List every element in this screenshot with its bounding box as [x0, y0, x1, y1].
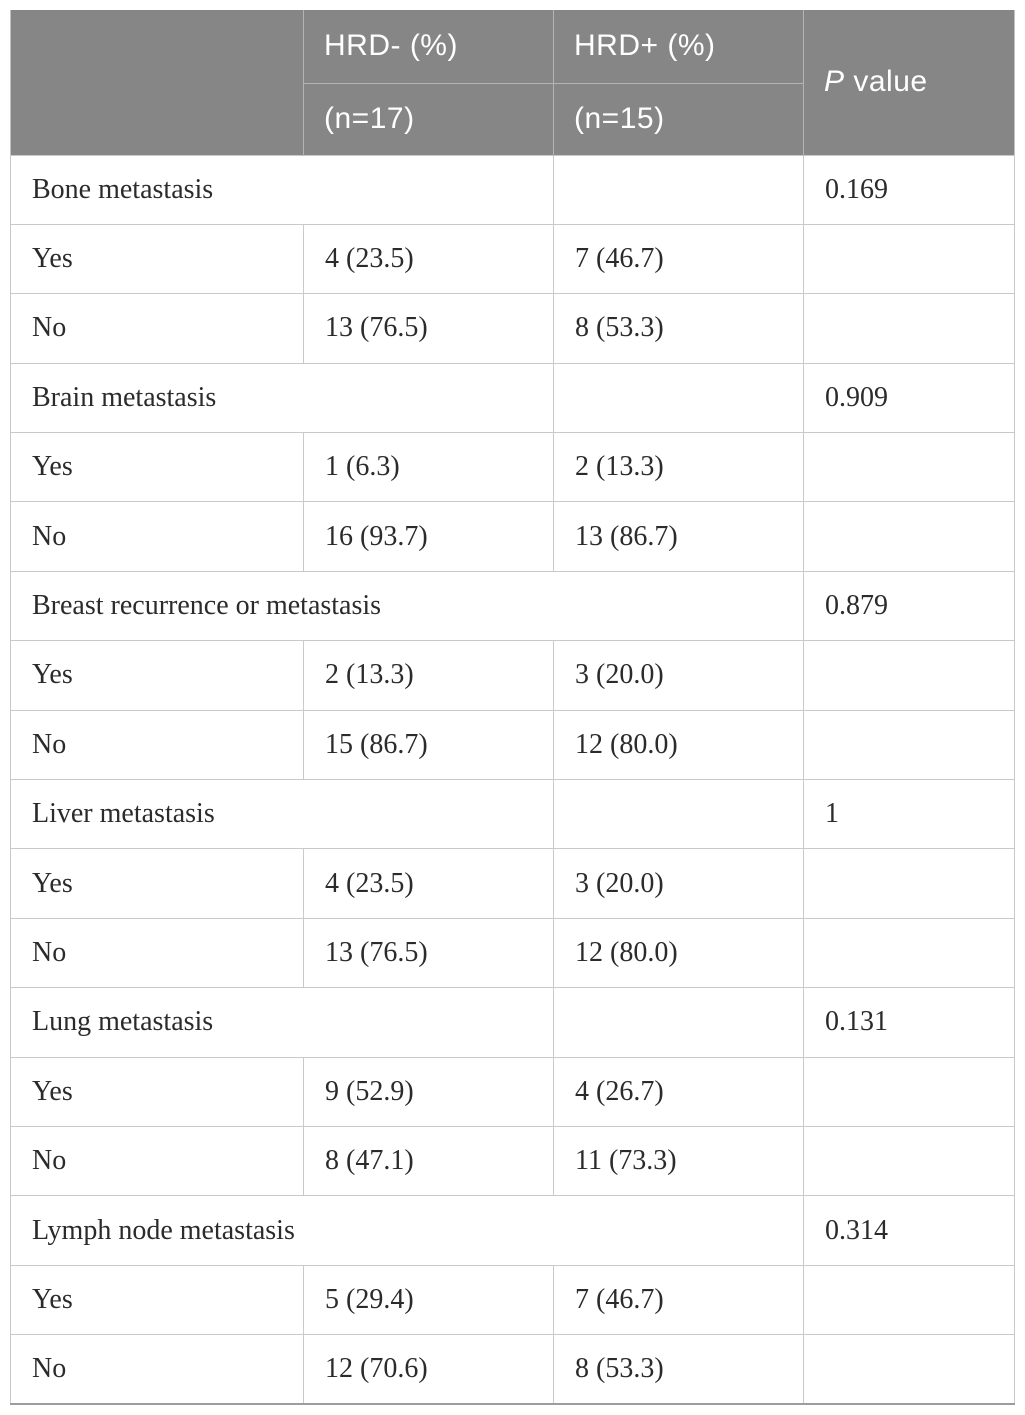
table-row: Yes 4 (23.5) 7 (46.7) [10, 223, 1015, 295]
hrd-positive-cell: 11 (73.3) [553, 1125, 804, 1197]
empty-cell [803, 1334, 1015, 1405]
empty-cell [803, 432, 1015, 503]
category-label-cell: Lung metastasis [10, 987, 554, 1058]
table-row: Yes 9 (52.9) 4 (26.7) [10, 1056, 1015, 1127]
row-label-cell: Yes [10, 432, 304, 503]
hrd-negative-cell: 5 (29.4) [303, 1264, 554, 1336]
row-label-cell: No [10, 709, 304, 781]
header-p-value-title: P value [803, 10, 1015, 155]
hrd-positive-cell: 4 (26.7) [553, 1056, 804, 1127]
empty-cell [803, 709, 1015, 781]
hrd-negative-cell: 9 (52.9) [303, 1056, 554, 1127]
hrd-negative-cell: 4 (23.5) [303, 848, 554, 919]
hrd-negative-cell: 15 (86.7) [303, 709, 554, 781]
empty-cell [553, 779, 804, 850]
empty-cell [803, 293, 1015, 364]
hrd-positive-cell: 3 (20.0) [553, 848, 804, 919]
header-hrd-positive-n: (n=15) [553, 83, 804, 155]
hrd-positive-cell: 7 (46.7) [553, 1264, 804, 1336]
header-row: HRD- (%) HRD+ (%) P value [10, 10, 1015, 155]
category-label-cell: Lymph node metastasis [10, 1195, 804, 1266]
category-label-cell: Breast recurrence or metastasis [10, 570, 804, 642]
hrd-negative-cell: 2 (13.3) [303, 640, 554, 711]
hrd-positive-cell: 2 (13.3) [553, 432, 804, 503]
hrd-positive-cell: 13 (86.7) [553, 501, 804, 572]
category-row: Brain metastasis 0.909 [10, 362, 1015, 434]
hrd-comparison-table: HRD- (%) HRD+ (%) P value (n=17) (n=15) … [10, 10, 1015, 1406]
category-row: Lymph node metastasis 0.314 [10, 1195, 1015, 1266]
table-body: Bone metastasis 0.169 Yes 4 (23.5) 7 (46… [10, 154, 1015, 1405]
empty-cell [803, 640, 1015, 711]
category-label-cell: Bone metastasis [10, 154, 554, 225]
row-label-cell: Yes [10, 1056, 304, 1127]
p-value-cell: 0.879 [803, 570, 1015, 642]
p-value-cell: 1 [803, 779, 1015, 850]
hrd-positive-cell: 12 (80.0) [553, 709, 804, 781]
table-row: Yes 5 (29.4) 7 (46.7) [10, 1264, 1015, 1336]
table-row: No 15 (86.7) 12 (80.0) [10, 709, 1015, 781]
category-row: Breast recurrence or metastasis 0.879 [10, 570, 1015, 642]
row-label-cell: No [10, 1125, 304, 1197]
category-row: Liver metastasis 1 [10, 779, 1015, 850]
hrd-negative-cell: 13 (76.5) [303, 917, 554, 989]
row-label-cell: Yes [10, 223, 304, 295]
empty-cell [553, 987, 804, 1058]
row-label-cell: No [10, 1334, 304, 1405]
header-corner-cell [10, 10, 304, 155]
table-row: No 12 (70.6) 8 (53.3) [10, 1334, 1015, 1405]
row-label-cell: No [10, 501, 304, 572]
hrd-negative-cell: 16 (93.7) [303, 501, 554, 572]
category-label-cell: Liver metastasis [10, 779, 554, 850]
category-row: Lung metastasis 0.131 [10, 987, 1015, 1058]
empty-cell [803, 1056, 1015, 1127]
p-value-word: value [853, 65, 928, 99]
header-hrd-negative-n: (n=17) [303, 83, 554, 155]
hrd-positive-cell: 7 (46.7) [553, 223, 804, 295]
table-row: Yes 4 (23.5) 3 (20.0) [10, 848, 1015, 919]
p-value-cell: 0.909 [803, 362, 1015, 434]
hrd-positive-cell: 8 (53.3) [553, 1334, 804, 1405]
empty-cell [803, 917, 1015, 989]
table-row: Yes 2 (13.3) 3 (20.0) [10, 640, 1015, 711]
header-hrd-negative-title: HRD- (%) [303, 10, 554, 84]
header-hrd-positive-title: HRD+ (%) [553, 10, 804, 84]
empty-cell [803, 223, 1015, 295]
table-header: HRD- (%) HRD+ (%) P value (n=17) (n=15) [10, 10, 1015, 155]
p-value-italic-letter: P [824, 65, 845, 99]
row-label-cell: Yes [10, 640, 304, 711]
p-value-cell: 0.169 [803, 154, 1015, 225]
empty-cell [803, 501, 1015, 572]
hrd-negative-cell: 1 (6.3) [303, 432, 554, 503]
hrd-positive-cell: 3 (20.0) [553, 640, 804, 711]
p-value-cell: 0.314 [803, 1195, 1015, 1266]
table-row: Yes 1 (6.3) 2 (13.3) [10, 432, 1015, 503]
empty-cell [553, 362, 804, 434]
table-row: No 16 (93.7) 13 (86.7) [10, 501, 1015, 572]
hrd-negative-cell: 13 (76.5) [303, 293, 554, 364]
row-label-cell: Yes [10, 848, 304, 919]
table-row: No 13 (76.5) 12 (80.0) [10, 917, 1015, 989]
row-label-cell: No [10, 293, 304, 364]
table-row: No 8 (47.1) 11 (73.3) [10, 1125, 1015, 1197]
row-label-cell: No [10, 917, 304, 989]
empty-cell [803, 1264, 1015, 1336]
table-row: No 13 (76.5) 8 (53.3) [10, 293, 1015, 364]
header-subrow: (n=17) (n=15) [11, 83, 1015, 155]
empty-cell [553, 154, 804, 225]
hrd-negative-cell: 12 (70.6) [303, 1334, 554, 1405]
hrd-positive-cell: 8 (53.3) [553, 293, 804, 364]
hrd-positive-cell: 12 (80.0) [553, 917, 804, 989]
category-row: Bone metastasis 0.169 [10, 154, 1015, 225]
empty-cell [803, 1125, 1015, 1197]
row-label-cell: Yes [10, 1264, 304, 1336]
hrd-negative-cell: 8 (47.1) [303, 1125, 554, 1197]
empty-cell [803, 848, 1015, 919]
hrd-negative-cell: 4 (23.5) [303, 223, 554, 295]
p-value-cell: 0.131 [803, 987, 1015, 1058]
category-label-cell: Brain metastasis [10, 362, 554, 434]
